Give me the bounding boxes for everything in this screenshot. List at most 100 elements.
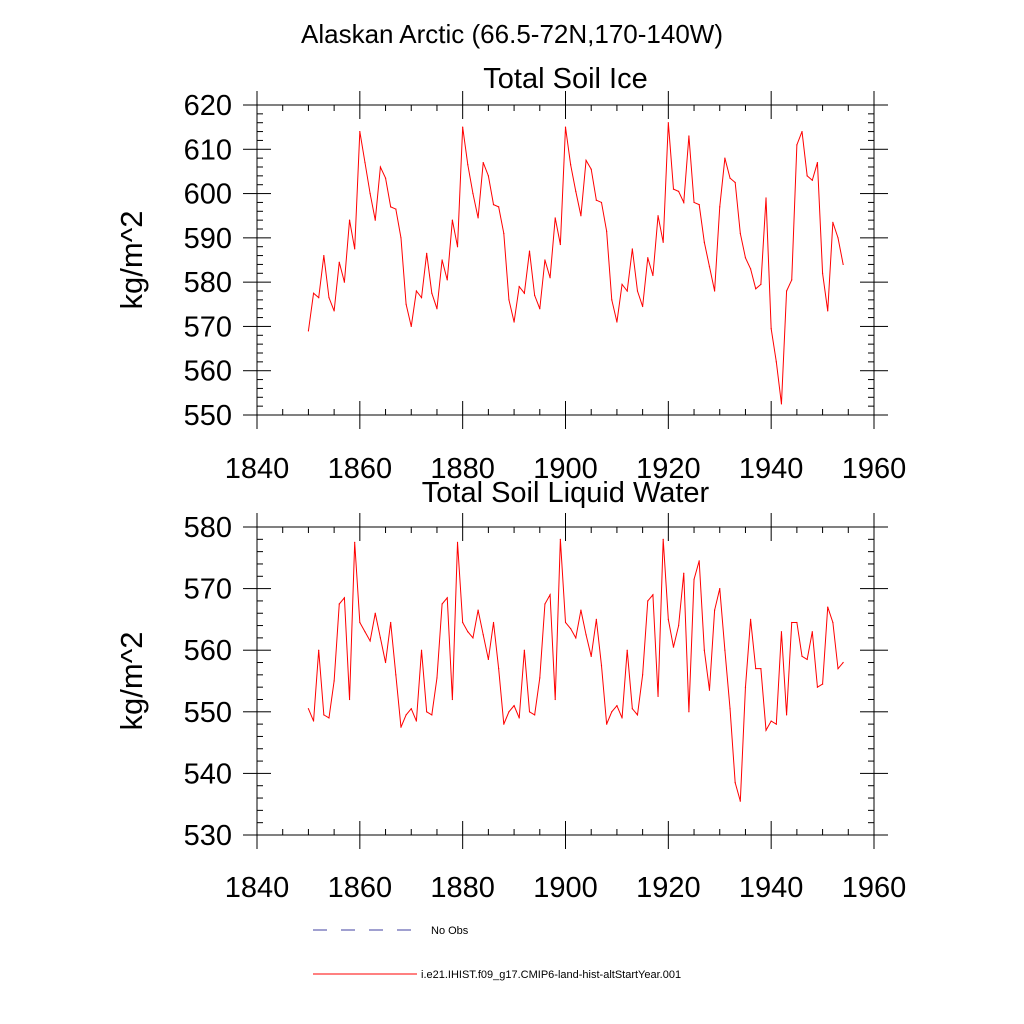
data-point (564, 621, 567, 624)
data-point (683, 572, 685, 574)
data-point (348, 219, 351, 221)
data-point (806, 658, 808, 661)
y-tick-label: 580 (184, 267, 232, 299)
data-point (611, 299, 613, 301)
data-point (323, 714, 325, 716)
x-tick-label: 1960 (842, 453, 907, 485)
data-point (791, 621, 793, 624)
y-tick-label: 540 (184, 758, 232, 790)
data-point (575, 637, 577, 639)
y-tick-label: 550 (184, 400, 232, 432)
data-point (462, 621, 464, 624)
data-point (359, 130, 361, 133)
data-point (312, 720, 315, 722)
data-point (750, 618, 752, 621)
data-point (590, 168, 592, 170)
data-point (456, 246, 459, 248)
data-point (492, 621, 495, 624)
data-point (318, 297, 320, 299)
data-point (626, 649, 628, 651)
data-point (544, 259, 546, 261)
data-point (333, 680, 335, 682)
data-point (770, 720, 772, 722)
data-point (415, 720, 417, 722)
data-point (796, 621, 798, 624)
y-tick-label: 570 (184, 574, 232, 606)
data-point (503, 723, 505, 725)
data-point (595, 618, 597, 621)
data-point (647, 257, 649, 259)
data-point (811, 179, 813, 181)
data-point (837, 668, 839, 670)
data-point (451, 219, 453, 221)
y-axis-label: kg/m^2 (114, 211, 149, 310)
y-tick-label: 600 (184, 179, 232, 211)
data-point (652, 594, 654, 596)
data-point (775, 723, 777, 725)
data-point (827, 310, 829, 312)
data-point (559, 538, 561, 540)
data-point (487, 658, 489, 661)
data-point (775, 361, 777, 363)
panel-title: Total Soil Liquid Water (422, 477, 710, 509)
data-point (714, 290, 716, 292)
data-point (657, 215, 659, 217)
data-point (580, 215, 582, 217)
data-point (750, 268, 752, 270)
y-tick-label: 550 (184, 697, 232, 729)
data-point (760, 283, 762, 285)
data-point (369, 192, 371, 195)
data-point (415, 290, 417, 292)
data-point (518, 717, 520, 719)
data-point (621, 717, 623, 719)
data-point (508, 711, 510, 713)
data-point (333, 310, 335, 312)
data-point (837, 237, 839, 239)
x-tick-label: 1940 (739, 872, 804, 904)
data-point (821, 272, 824, 274)
data-point (595, 199, 597, 201)
data-point (364, 161, 366, 164)
data-point (672, 188, 675, 190)
data-point (426, 711, 428, 713)
data-point (642, 305, 644, 308)
data-point (688, 711, 690, 713)
legend-label-no-obs: No Obs (431, 925, 469, 937)
data-point (755, 288, 757, 290)
data-point (395, 208, 397, 210)
data-point (534, 714, 536, 716)
data-point (390, 621, 392, 624)
data-point (672, 646, 675, 648)
data-point (785, 714, 788, 716)
data-point (472, 192, 474, 195)
data-point (410, 708, 412, 710)
data-point (549, 594, 551, 596)
data-point (724, 649, 726, 651)
data-point (811, 631, 813, 633)
data-point (667, 618, 669, 621)
plot-frame (256, 526, 875, 836)
data-point (374, 612, 376, 614)
data-point (482, 634, 484, 636)
data-point (755, 668, 757, 670)
data-point (621, 283, 623, 285)
x-tick-label: 1880 (430, 872, 495, 904)
data-point (647, 600, 649, 602)
data-point (364, 631, 366, 633)
data-point (564, 126, 567, 128)
data-point (796, 144, 798, 146)
x-tick-label: 1920 (636, 872, 701, 904)
data-point (410, 325, 412, 328)
data-point (611, 711, 613, 713)
data-point (708, 689, 711, 691)
data-point (528, 711, 531, 713)
data-point (590, 655, 592, 657)
data-point (539, 677, 541, 679)
series-points (307, 122, 844, 405)
data-point (780, 403, 783, 405)
data-point (729, 177, 731, 179)
data-point (318, 649, 320, 651)
series-line (307, 539, 844, 802)
data-point (703, 241, 705, 243)
y-axis-label: kg/m^2 (114, 632, 149, 731)
